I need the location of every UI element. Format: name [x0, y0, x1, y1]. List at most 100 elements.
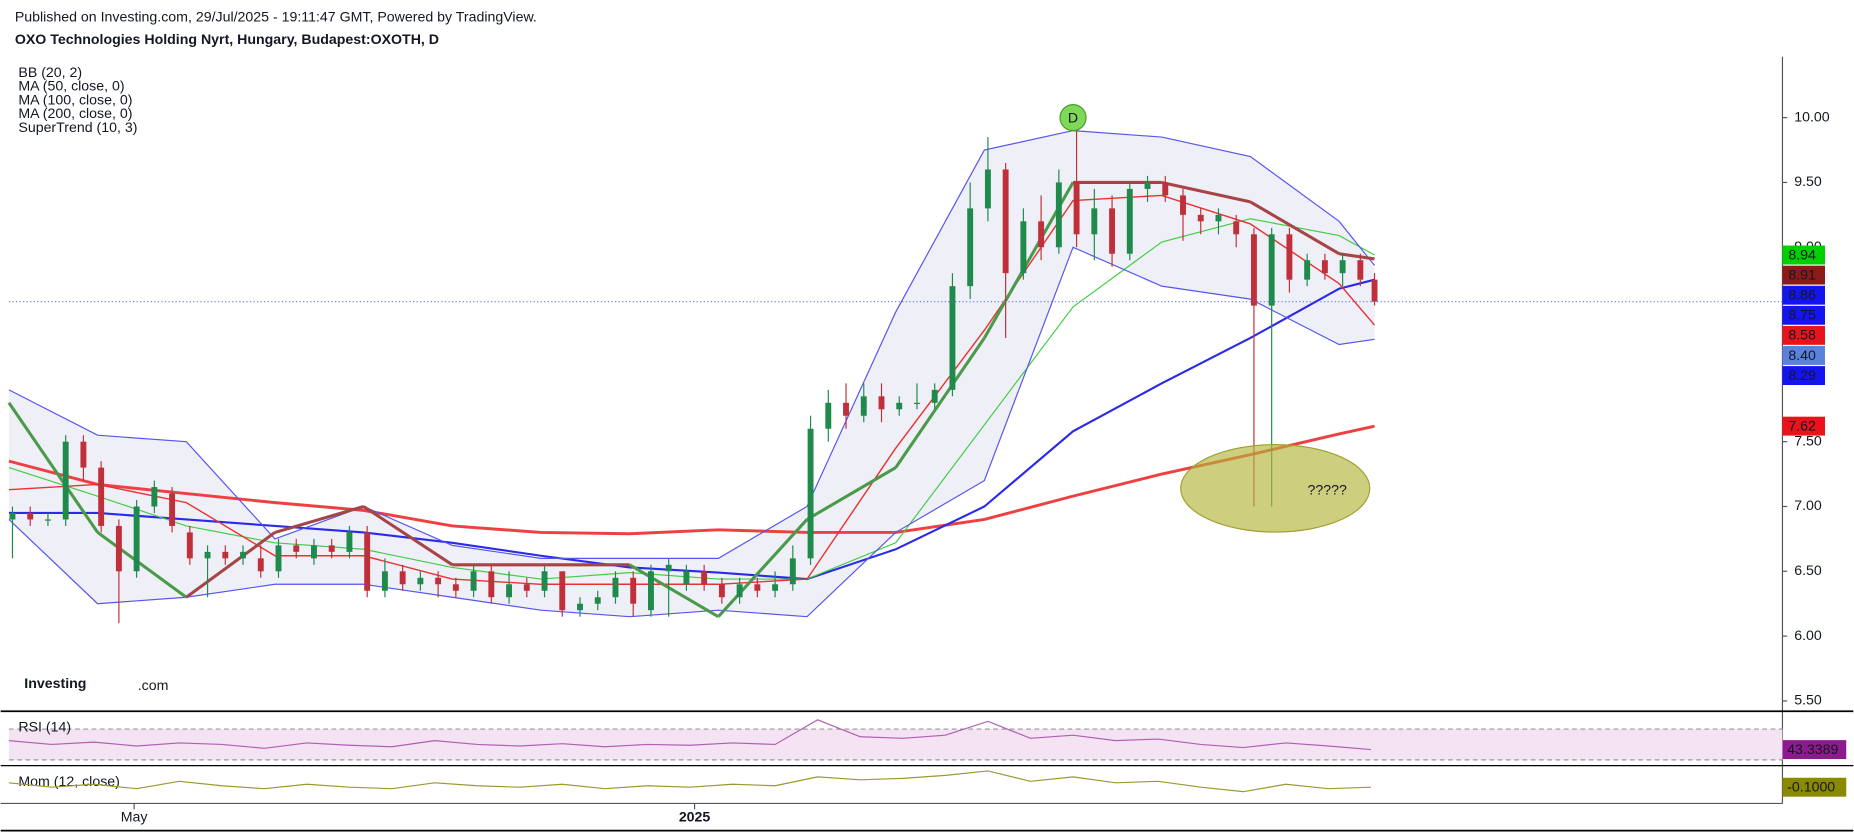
x-tick-label: May — [121, 809, 149, 825]
chart-title: OXO Technologies Holding Nyrt, Hungary, … — [15, 32, 439, 48]
candle-body — [346, 532, 353, 552]
value-label: -0.1000 — [1787, 780, 1835, 796]
indicator-line — [8, 719, 1372, 751]
candle-body — [311, 545, 317, 559]
price-label-box — [1782, 366, 1825, 386]
candle-body — [186, 532, 193, 559]
candle-body — [1357, 260, 1364, 280]
candle-body — [1339, 260, 1346, 274]
logo-name: Investing — [24, 676, 86, 692]
price-label: 8.86 — [1788, 288, 1816, 304]
candle-body — [931, 389, 938, 403]
supertrend-segment — [96, 531, 188, 599]
candle-body — [630, 577, 637, 604]
candle-body — [1162, 182, 1169, 196]
ma-line — [8, 218, 1375, 580]
candle-body — [683, 571, 690, 585]
candle-body — [1144, 182, 1151, 189]
candle-body — [98, 467, 105, 526]
candle-body — [240, 551, 246, 559]
candle-body — [807, 428, 814, 559]
candle-body — [204, 551, 211, 559]
candle-body — [44, 519, 51, 521]
candle-body — [399, 571, 406, 585]
candle-body — [293, 545, 300, 552]
candle-body — [1304, 260, 1311, 280]
legend-entry: MA (100, close, 0) — [18, 92, 132, 108]
supertrend-segment — [1249, 200, 1340, 256]
legend-entry: MA (50, close, 0) — [18, 79, 124, 95]
candle-body — [1038, 221, 1045, 248]
candle-body — [506, 584, 513, 598]
y-tick-label: 10.00 — [1794, 109, 1830, 125]
candle-body — [984, 169, 991, 209]
candle-body — [417, 577, 424, 585]
price-label: 8.94 — [1788, 247, 1816, 263]
price-label-box — [1782, 245, 1825, 265]
candle-body — [1233, 221, 1240, 235]
candle-body — [275, 545, 282, 572]
candle-body — [1180, 195, 1186, 215]
candle-body — [878, 396, 885, 410]
price-label-box — [1782, 416, 1825, 436]
supertrend-segment — [7, 401, 99, 534]
candle-body — [470, 571, 477, 591]
supertrend-segment — [717, 518, 809, 618]
price-label-box — [1782, 325, 1825, 345]
candle-body — [896, 402, 903, 410]
panel-title: Mom (12, close) — [18, 774, 119, 790]
candle-body — [860, 396, 867, 416]
x-tick-label: 2025 — [679, 809, 711, 825]
bb-lower — [8, 246, 1375, 618]
candle-body — [27, 512, 34, 520]
supertrend-segment — [894, 337, 986, 469]
supertrend-segment — [1161, 180, 1251, 204]
y-tick-label: 9.50 — [1794, 174, 1822, 190]
panel-title: RSI (14) — [18, 720, 71, 736]
candle-body — [1371, 279, 1378, 302]
supertrend-segment — [362, 505, 454, 567]
candle-body — [133, 506, 140, 572]
candle-body — [9, 512, 16, 520]
ma-line — [8, 278, 1375, 581]
y-tick-label: 6.00 — [1794, 628, 1822, 644]
indicator-line — [8, 770, 1372, 793]
candle-body — [772, 584, 779, 591]
candle-body — [222, 551, 229, 559]
price-label: 7.62 — [1788, 418, 1816, 434]
signal-marker — [1059, 104, 1087, 132]
price-label-box — [1782, 265, 1825, 285]
bb-upper — [8, 130, 1375, 559]
candle-body — [825, 402, 832, 429]
candle-body — [1073, 182, 1080, 235]
candle-body — [364, 532, 371, 591]
price-label-box — [1782, 346, 1825, 365]
supertrend-segment — [185, 531, 276, 599]
candle-body — [523, 584, 530, 591]
candle-body — [115, 525, 122, 572]
supertrend-segment — [274, 505, 365, 534]
candle-body — [1002, 169, 1009, 274]
candle-body — [381, 571, 388, 591]
candle-body — [1321, 260, 1328, 274]
candle-body — [1286, 234, 1293, 280]
candle-body — [1268, 234, 1275, 306]
y-tick-label: 5.50 — [1794, 693, 1822, 709]
candle-body — [914, 402, 920, 404]
y-tick-label: 7.00 — [1794, 498, 1822, 514]
annotation-ellipse — [1180, 444, 1371, 533]
candle-body — [736, 584, 743, 598]
supertrend-segment — [1338, 252, 1375, 261]
candle-body — [754, 584, 761, 591]
value-label-box — [1782, 740, 1847, 760]
legend-entry: BB (20, 2) — [18, 65, 82, 81]
candle-body — [452, 584, 459, 591]
candle-body — [949, 286, 956, 390]
candle-body — [1215, 214, 1222, 222]
value-label-box — [1782, 777, 1847, 797]
bb-basis — [8, 194, 1376, 585]
candle-body — [169, 493, 176, 526]
value-label: 43.3389 — [1787, 742, 1838, 758]
signal-label: D — [1068, 111, 1078, 127]
